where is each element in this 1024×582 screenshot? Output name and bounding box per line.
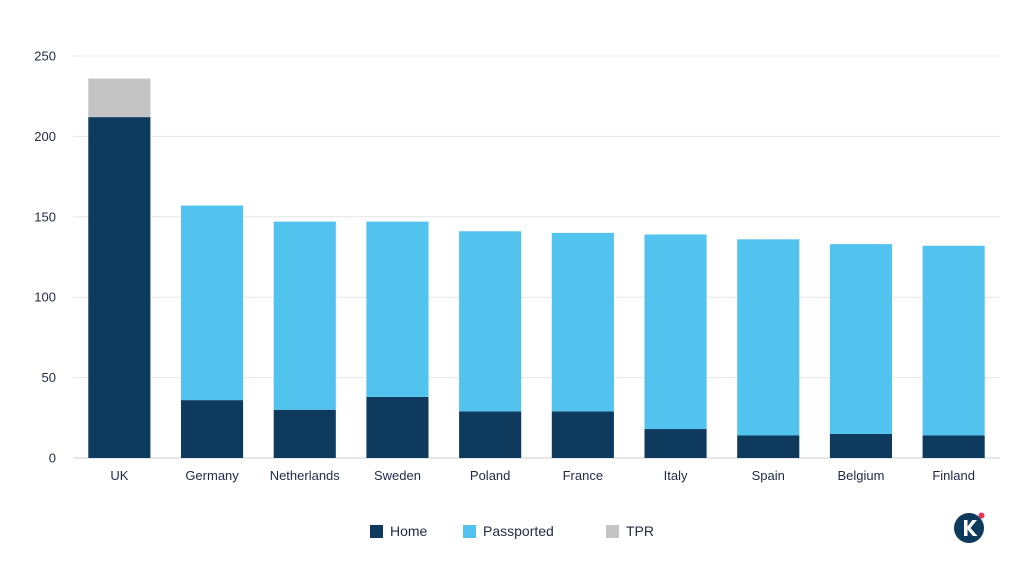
y-tick-label: 100 (34, 290, 56, 305)
x-tick-label: Poland (470, 468, 510, 483)
legend-swatch-home (370, 524, 383, 538)
x-tick-label: Finland (932, 468, 975, 483)
legend: Home Passported TPR (0, 523, 1024, 543)
k-logo-icon (954, 512, 985, 543)
bars (88, 78, 985, 458)
bar-passported-poland (459, 231, 522, 412)
bar-home-sweden (366, 396, 429, 458)
x-tick-label: Belgium (837, 468, 884, 483)
x-axis-ticks: UK Germany Netherlands Sweden Poland France It… (110, 468, 975, 483)
legend-label-home: Home (390, 523, 428, 539)
legend-item-home: Home (370, 523, 427, 539)
bar-home-poland (459, 411, 522, 458)
x-tick-label: Germany (185, 468, 239, 483)
y-tick-label: 50 (42, 370, 56, 385)
legend-item-passported: Passported (463, 523, 554, 539)
legend-swatch-tpr (606, 524, 619, 538)
y-tick-label: 200 (34, 129, 56, 144)
bar-passported-italy (644, 234, 707, 430)
y-tick-label: 150 (34, 209, 56, 224)
legend-swatch-passported (463, 524, 476, 538)
bar-passported-sweden (366, 221, 429, 397)
bar-passported-belgium (829, 244, 893, 434)
bar-passported-france (551, 232, 614, 412)
bar-passported-netherlands (273, 221, 336, 410)
x-tick-label: France (563, 468, 603, 483)
y-tick-label: 0 (49, 451, 56, 466)
bar-tpr-uk (88, 78, 151, 118)
bar-passported-spain (737, 239, 800, 436)
legend-label-passported: Passported (483, 523, 554, 539)
bar-home-uk (88, 117, 151, 458)
y-tick-label: 250 (34, 49, 56, 64)
bar-passported-germany (180, 205, 244, 401)
bar-home-germany (180, 400, 244, 458)
y-axis-ticks: 0 50 100 150 200 250 (34, 49, 56, 466)
x-tick-label: Netherlands (270, 468, 341, 483)
bar-home-spain (737, 435, 800, 458)
bar-home-netherlands (273, 409, 336, 458)
bar-home-finland (922, 435, 985, 458)
legend-item-tpr: TPR (606, 523, 654, 539)
x-tick-label: Italy (664, 468, 688, 483)
bar-home-france (551, 411, 614, 458)
legend-label-tpr: TPR (626, 523, 654, 539)
bar-home-belgium (829, 433, 893, 458)
x-tick-label: Spain (752, 468, 785, 483)
bar-passported-finland (922, 245, 985, 436)
x-tick-label: Sweden (374, 468, 421, 483)
x-tick-label: UK (110, 468, 128, 483)
bar-home-italy (644, 429, 707, 458)
